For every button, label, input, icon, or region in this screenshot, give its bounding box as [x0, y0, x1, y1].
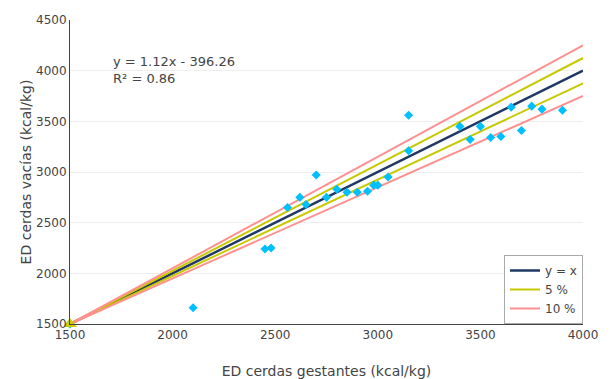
svg-text:2500: 2500 — [260, 328, 291, 342]
svg-text:1500: 1500 — [55, 328, 86, 342]
svg-text:y = 1.12x - 396.26R² = 0.86: y = 1.12x - 396.26R² = 0.86 — [113, 54, 235, 86]
svg-text:ED cerdas vacías (kcal/kg): ED cerdas vacías (kcal/kg) — [18, 80, 34, 265]
svg-text:3500: 3500 — [36, 115, 67, 129]
svg-text:3000: 3000 — [363, 328, 394, 342]
svg-text:3500: 3500 — [465, 328, 496, 342]
svg-text:5 %: 5 % — [545, 283, 568, 297]
svg-text:3000: 3000 — [36, 165, 67, 179]
svg-text:4500: 4500 — [36, 13, 67, 27]
svg-text:y = x: y = x — [545, 264, 577, 278]
svg-text:4000: 4000 — [568, 328, 599, 342]
svg-text:1500: 1500 — [36, 317, 67, 331]
svg-text:ED cerdas gestantes (kcal/kg): ED cerdas gestantes (kcal/kg) — [222, 363, 432, 379]
svg-text:10 %: 10 % — [545, 302, 576, 316]
svg-text:2500: 2500 — [36, 216, 67, 230]
svg-text:4000: 4000 — [36, 64, 67, 78]
svg-text:2000: 2000 — [36, 267, 67, 281]
svg-text:2000: 2000 — [157, 328, 188, 342]
